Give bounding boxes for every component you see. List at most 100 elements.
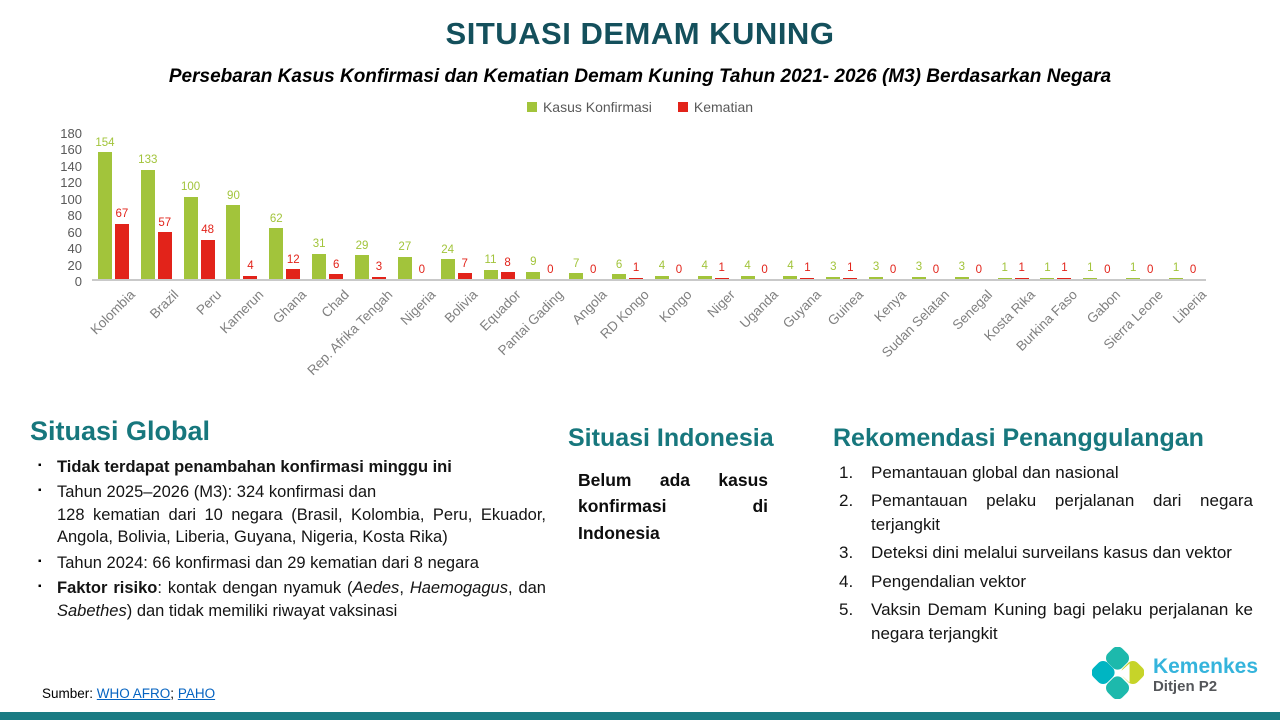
bar-value-label: 27 bbox=[398, 241, 412, 254]
y-axis-tick: 140 bbox=[60, 158, 82, 174]
bar-value-label: 0 bbox=[1104, 263, 1111, 276]
x-axis-label: Brazil bbox=[146, 287, 181, 322]
bar-value-label: 1 bbox=[1018, 262, 1025, 274]
bar-kematian bbox=[200, 239, 215, 279]
bar-value-label: 0 bbox=[675, 263, 683, 276]
y-axis-tick: 80 bbox=[67, 208, 82, 224]
bar-kematian bbox=[1014, 277, 1029, 279]
bar-group: 4 1 Niger bbox=[692, 133, 738, 320]
y-axis-tick: 120 bbox=[60, 175, 82, 191]
x-axis-label: Kenya bbox=[871, 287, 910, 325]
bar-kasus-konfirmasi bbox=[911, 276, 926, 279]
bar-value-label: 0 bbox=[547, 263, 554, 276]
bar-kasus-konfirmasi bbox=[1169, 277, 1184, 279]
bullet-marker: ▪ bbox=[38, 581, 42, 593]
bar-kematian bbox=[629, 277, 644, 279]
x-axis-label: Ghana bbox=[270, 287, 310, 327]
bullet-marker: ▪ bbox=[38, 460, 42, 471]
y-axis: 0 20 40 60 80 100 120 140 160 180 bbox=[36, 127, 92, 288]
bar-kasus-konfirmasi bbox=[526, 271, 541, 279]
x-axis-label: Angola bbox=[568, 287, 610, 328]
bullet-item: ▪ Faktor risiko: kontak dengan nyamuk (Ae… bbox=[30, 577, 546, 622]
bar-value-label: 57 bbox=[158, 216, 172, 229]
bullet-item: ▪ Tahun 2025–2026 (M3): 324 konfirmasi da… bbox=[30, 481, 546, 548]
bar-group: 1 0 Gabon bbox=[1077, 133, 1123, 326]
logo-name: Kemenkes bbox=[1152, 654, 1258, 678]
bar-value-label: 67 bbox=[115, 208, 129, 221]
page-title: SITUASI DEMAM KUNING bbox=[445, 16, 835, 51]
source-link-paho[interactable]: PAHO bbox=[177, 686, 216, 701]
bar-kasus-konfirmasi bbox=[397, 256, 412, 279]
bar-value-label: 1 bbox=[1087, 262, 1094, 274]
x-axis-label: Chad bbox=[318, 287, 353, 321]
bar-group: 4 0 Kongo bbox=[649, 133, 695, 325]
bar-value-label: 1 bbox=[847, 262, 854, 274]
bar-value-label: 1 bbox=[718, 262, 725, 274]
bar-kematian bbox=[843, 277, 858, 279]
bar-kematian bbox=[457, 273, 472, 279]
y-axis-tick: 60 bbox=[67, 224, 82, 240]
source-link-who-afro[interactable]: WHO AFRO bbox=[96, 686, 171, 701]
item-text: Pemantauan pelaku perjalanan dari negara… bbox=[871, 491, 1253, 535]
bar-value-label: 0 bbox=[975, 263, 982, 276]
kemenkes-clover-icon bbox=[1091, 646, 1145, 704]
bar-kasus-konfirmasi bbox=[869, 276, 884, 279]
item-number: 4. bbox=[839, 571, 854, 591]
bar-group: 11 8 Equador bbox=[477, 133, 524, 334]
bullet-item: ▪ Tahun 2024: 66 konfirmasi dan 29 kemati… bbox=[30, 552, 546, 574]
bar-kasus-konfirmasi bbox=[440, 259, 455, 279]
bar-kasus-konfirmasi bbox=[97, 152, 112, 279]
source-separator: ; bbox=[170, 686, 175, 701]
bar-kematian bbox=[329, 274, 344, 279]
bar-group: 29 3 Rep. Afrika Tengah bbox=[304, 133, 395, 378]
bar-kematian bbox=[800, 277, 815, 279]
bar-value-label: 4 bbox=[787, 260, 794, 273]
bar-value-label: 0 bbox=[761, 263, 768, 276]
section-heading-indonesia: Situasi Indonesia bbox=[568, 424, 774, 452]
y-axis-tick: 100 bbox=[60, 191, 82, 207]
x-axis-label: Guyana bbox=[779, 287, 824, 332]
bar-value-label: 4 bbox=[658, 260, 666, 273]
rekomendasi-item: 3. Deteksi dini melalui surveilans kasus … bbox=[833, 541, 1253, 565]
logo-text: Kemenkes Ditjen P2 bbox=[1152, 654, 1258, 695]
x-axis-label: Nigeria bbox=[397, 287, 438, 328]
bar-group: 3 0 Sudan Selatan bbox=[879, 133, 952, 361]
bar-value-label: 3 bbox=[375, 261, 383, 274]
x-axis-label: Bolivia bbox=[442, 287, 481, 326]
bar-value-label: 3 bbox=[872, 261, 880, 274]
bar-value-label: 154 bbox=[95, 136, 115, 149]
bar-group: 1 1 Burkina Faso bbox=[1014, 133, 1081, 353]
bar-value-label: 0 bbox=[889, 263, 897, 276]
x-axis-label: Uganda bbox=[736, 287, 781, 332]
y-axis-tick: 160 bbox=[60, 142, 82, 158]
bar-value-label: 48 bbox=[201, 224, 214, 237]
bar-value-label: 1 bbox=[1044, 262, 1051, 274]
bullet-marker: ▪ bbox=[38, 485, 42, 497]
bar-group: 4 1 Guyana bbox=[778, 133, 823, 331]
bar-group: 31 6 Chad bbox=[306, 133, 352, 320]
bar-value-label: 6 bbox=[615, 258, 623, 271]
bar-group: 3 1 Guinea bbox=[820, 133, 866, 329]
bar-value-label: 0 bbox=[1146, 263, 1154, 276]
bullet-text: Tidak terdapat penambahan konfirmasi min… bbox=[57, 458, 452, 476]
bar-kasus-konfirmasi bbox=[826, 276, 841, 279]
bar-value-label: 4 bbox=[701, 260, 708, 273]
bar-group: 3 0 Senegal bbox=[949, 133, 995, 333]
item-number: 1. bbox=[839, 463, 854, 482]
bar-kematian bbox=[157, 232, 172, 279]
bar-group: 27 0 Nigeria bbox=[392, 133, 438, 328]
bar-value-label: 1 bbox=[804, 262, 811, 274]
legend-swatch-red bbox=[677, 102, 688, 112]
bar-kasus-konfirmasi bbox=[183, 196, 198, 279]
bar-value-label: 11 bbox=[484, 254, 497, 267]
bullet-text: Faktor risiko: kontak dengan nyamuk (Aed… bbox=[57, 579, 546, 620]
bullet-text: Tahun 2025–2026 (M3): 324 konfirmasi dan… bbox=[57, 483, 546, 547]
bar-value-label: 24 bbox=[441, 243, 455, 256]
legend-label-kematian: Kematian bbox=[693, 99, 754, 115]
bar-value-label: 62 bbox=[269, 212, 283, 225]
bar-kematian bbox=[371, 276, 386, 279]
bar-value-label: 31 bbox=[312, 238, 326, 251]
bar-group: 1 0 Sierra Leone bbox=[1101, 133, 1166, 352]
rekomendasi-item: 2. Pemantauan pelaku perjalanan dari nega… bbox=[833, 489, 1253, 537]
bar-group: 90 4 Kamerun bbox=[217, 133, 266, 336]
